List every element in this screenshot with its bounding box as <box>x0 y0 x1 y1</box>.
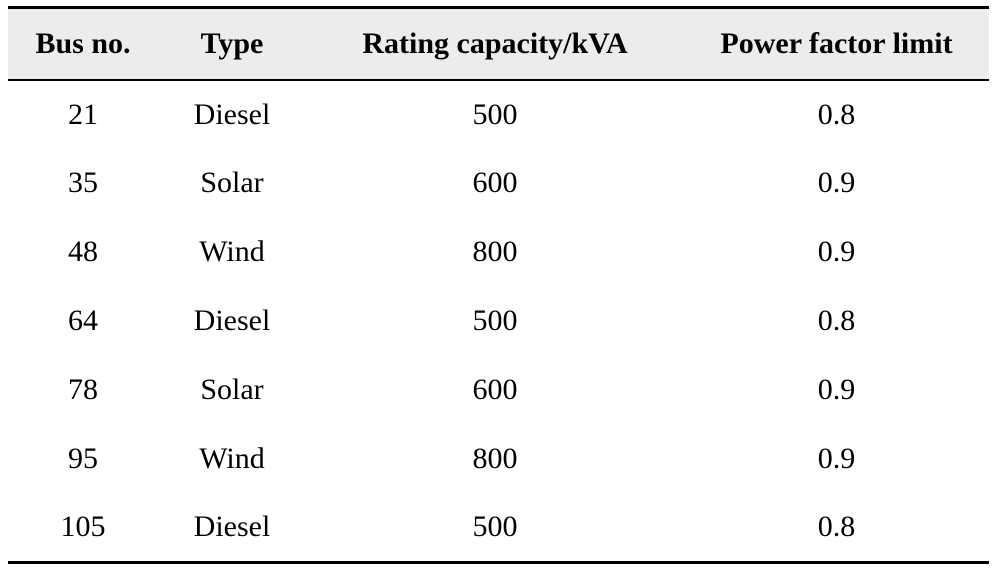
cell-type: Diesel <box>193 97 271 131</box>
header-power-factor-limit: Power factor limit <box>684 6 989 81</box>
table-row: 105 Diesel 500 0.8 <box>8 493 989 564</box>
cell-rating-capacity: 600 <box>472 373 518 406</box>
cell-rating-capacity: 800 <box>472 442 518 475</box>
table-row: 78 Solar 600 0.9 <box>8 356 989 425</box>
cell-rating-capacity: 500 <box>306 493 684 564</box>
cell-power-factor-limit: 0.9 <box>817 166 856 199</box>
table-row: 48 Wind 800 0.9 <box>8 218 989 287</box>
header-bus-no: Bus no. <box>8 6 158 81</box>
cell-type: Diesel <box>193 304 271 337</box>
table-row: 95 Wind 800 0.9 <box>8 425 989 494</box>
header-type: Type <box>158 6 306 81</box>
cell-bus-no: 95 <box>68 442 98 475</box>
cell-rating-capacity: 500 <box>472 97 518 131</box>
cell-bus-no: 78 <box>68 373 98 406</box>
cell-type: Diesel <box>158 493 306 564</box>
header-row: Bus no. Type Rating capacity/kVA Power f… <box>8 6 989 81</box>
cell-power-factor-limit: 0.8 <box>817 304 856 337</box>
cell-bus-no: 35 <box>68 166 98 199</box>
cell-power-factor-limit: 0.9 <box>817 373 856 406</box>
cell-type: Wind <box>199 442 265 475</box>
table-row: 21 Diesel 500 0.8 <box>8 80 989 149</box>
header-rating-capacity: Rating capacity/kVA <box>306 6 684 81</box>
cell-rating-capacity: 500 <box>472 304 518 337</box>
cell-power-factor-limit: 0.8 <box>817 97 856 131</box>
table-body: 21 Diesel 500 0.8 35 Solar 600 0.9 48 Wi… <box>8 80 989 564</box>
cell-bus-no: 105 <box>8 493 158 564</box>
cell-rating-capacity: 600 <box>472 166 518 199</box>
cell-type: Solar <box>200 166 264 199</box>
generator-table: Bus no. Type Rating capacity/kVA Power f… <box>8 6 989 564</box>
cell-rating-capacity: 800 <box>472 235 518 268</box>
table-row: 64 Diesel 500 0.8 <box>8 287 989 356</box>
table-container: Bus no. Type Rating capacity/kVA Power f… <box>8 6 989 564</box>
cell-power-factor-limit: 0.8 <box>684 493 989 564</box>
cell-power-factor-limit: 0.9 <box>817 442 856 475</box>
cell-bus-no: 64 <box>68 304 98 337</box>
cell-type: Solar <box>200 373 264 406</box>
table-header: Bus no. Type Rating capacity/kVA Power f… <box>8 6 989 81</box>
table-row: 35 Solar 600 0.9 <box>8 149 989 218</box>
cell-bus-no: 21 <box>68 97 98 131</box>
cell-type: Wind <box>199 235 265 268</box>
cell-bus-no: 48 <box>68 235 98 268</box>
cell-power-factor-limit: 0.9 <box>817 235 856 268</box>
